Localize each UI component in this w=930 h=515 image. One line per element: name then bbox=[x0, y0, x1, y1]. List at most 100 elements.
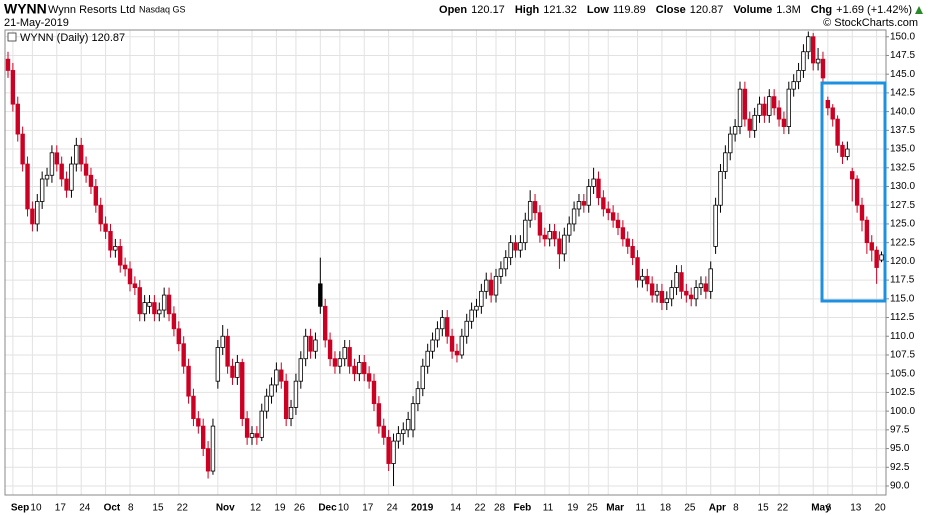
candle-body bbox=[576, 201, 582, 210]
candle-body bbox=[93, 186, 99, 206]
candle-body bbox=[313, 339, 318, 352]
candle-body bbox=[293, 380, 299, 408]
candle-body bbox=[264, 395, 269, 412]
candle-body bbox=[332, 358, 338, 367]
candle-body bbox=[64, 178, 69, 191]
y-tick-label: 145.0 bbox=[890, 69, 915, 80]
candle-body bbox=[79, 144, 84, 165]
candle-body bbox=[840, 144, 845, 157]
candle-body bbox=[762, 103, 767, 116]
candle-body bbox=[786, 88, 791, 127]
candle-body bbox=[684, 290, 689, 296]
x-tick-label: 8 bbox=[733, 503, 739, 514]
candle-body bbox=[244, 418, 250, 438]
candle-body bbox=[118, 246, 123, 266]
x-tick-label: 28 bbox=[494, 503, 506, 514]
y-tick-label: 135.0 bbox=[890, 144, 915, 155]
x-tick-label: 11 bbox=[636, 503, 647, 514]
candle-body bbox=[484, 279, 489, 292]
candle-body bbox=[854, 178, 860, 206]
candle-body bbox=[401, 429, 406, 434]
quote-label: Low bbox=[587, 4, 609, 16]
candle-body bbox=[171, 313, 177, 330]
legend-icon bbox=[7, 32, 17, 42]
candle-body bbox=[557, 238, 562, 255]
candle-body bbox=[283, 380, 289, 420]
candle-body bbox=[645, 275, 650, 285]
plot-area bbox=[5, 30, 889, 495]
candle-body bbox=[464, 320, 469, 337]
x-tick-label: Nov bbox=[216, 503, 235, 514]
candle-body bbox=[498, 268, 504, 277]
candle-body bbox=[801, 51, 806, 71]
y-tick-label: 105.0 bbox=[890, 368, 915, 379]
quote-label: High bbox=[515, 4, 540, 16]
candle-body bbox=[386, 436, 391, 464]
quote-label: Close bbox=[656, 4, 686, 16]
candle-body bbox=[225, 335, 230, 367]
y-tick-label: 125.0 bbox=[890, 219, 915, 230]
quote-value: 119.89 bbox=[613, 4, 646, 16]
quote-value: 120.87 bbox=[690, 4, 724, 16]
x-tick-label: 18 bbox=[660, 503, 672, 514]
candle-body bbox=[298, 358, 303, 382]
candle-body bbox=[459, 335, 465, 356]
candle-body bbox=[30, 208, 35, 225]
candle-body bbox=[98, 204, 103, 225]
candle-body bbox=[596, 178, 601, 199]
y-tick-label: 102.5 bbox=[890, 387, 915, 398]
candle-body bbox=[147, 302, 152, 307]
candle-body bbox=[454, 350, 460, 356]
candle-body bbox=[137, 287, 142, 315]
candle-body bbox=[835, 118, 840, 146]
exchange: Nasdaq GS bbox=[139, 4, 186, 14]
candle-body bbox=[152, 302, 157, 315]
candle-body bbox=[664, 298, 669, 303]
quote-line: Open 120.17 High 121.32 Low 119.89 Close 120.87… bbox=[439, 4, 912, 16]
candle-body bbox=[523, 219, 528, 244]
candle-body bbox=[640, 275, 645, 281]
candle-body bbox=[391, 440, 396, 464]
candle-body bbox=[845, 148, 850, 157]
candle-body bbox=[322, 305, 328, 341]
candle-body bbox=[811, 36, 816, 64]
candle-body bbox=[723, 152, 728, 172]
candle-body bbox=[435, 328, 440, 341]
candle-body bbox=[191, 395, 196, 420]
highlight-box bbox=[820, 81, 887, 303]
candle-body bbox=[864, 219, 870, 244]
candle-body bbox=[132, 283, 138, 288]
candle-body bbox=[69, 163, 74, 191]
candle-body bbox=[318, 283, 323, 307]
x-tick-label: 17 bbox=[362, 503, 374, 514]
candle-body bbox=[186, 365, 191, 397]
y-tick-label: 140.0 bbox=[890, 106, 915, 117]
candle-body bbox=[732, 126, 738, 135]
candle-body bbox=[269, 384, 274, 397]
y-tick-label: 115.0 bbox=[890, 293, 915, 304]
y-tick-label: 92.5 bbox=[890, 462, 910, 473]
quote-value: 1.3M bbox=[776, 4, 800, 16]
candle-body bbox=[327, 339, 333, 360]
candle-body bbox=[249, 433, 255, 438]
candle-body bbox=[405, 418, 411, 431]
y-tick-label: 110.0 bbox=[890, 331, 915, 342]
candle-body bbox=[606, 208, 611, 214]
credit: © StockCharts.com bbox=[823, 17, 918, 29]
quote-value: 120.17 bbox=[471, 4, 505, 16]
candle-body bbox=[820, 58, 826, 79]
candle-body bbox=[830, 107, 835, 120]
candle-body bbox=[103, 223, 108, 232]
candle-body bbox=[142, 302, 147, 315]
candle-body bbox=[44, 174, 50, 180]
candle-body bbox=[410, 403, 416, 431]
candle-body bbox=[35, 201, 40, 225]
x-tick-label: 10 bbox=[338, 503, 350, 514]
candle-body bbox=[381, 425, 386, 438]
x-tick-label: 25 bbox=[587, 503, 599, 514]
x-tick-label: 20 bbox=[875, 503, 887, 514]
y-tick-label: 90.0 bbox=[890, 481, 910, 492]
candle-body bbox=[469, 309, 474, 322]
symbol: WYNN bbox=[4, 1, 47, 17]
